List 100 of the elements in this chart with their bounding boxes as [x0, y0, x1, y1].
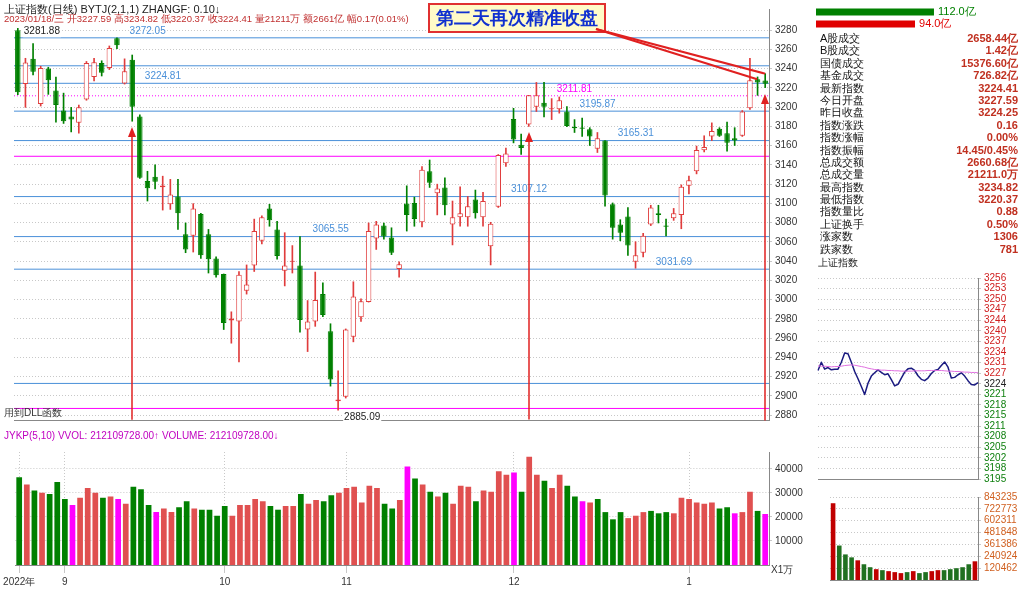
- text: 21211.0万: [966, 168, 1018, 181]
- text: 指数量比: [820, 205, 865, 218]
- bar: [115, 498, 122, 565]
- y-tick-label: 3220: [775, 81, 798, 93]
- y-axis-title: X1万: [771, 563, 794, 577]
- candlestick: [68, 107, 74, 133]
- y-tick-label: 361386: [984, 538, 1018, 550]
- text: 跌家数: [820, 242, 854, 256]
- bar: [880, 570, 885, 580]
- bar: [237, 504, 243, 565]
- x-tick-label: 12: [508, 575, 520, 587]
- y-tick-label: 2880: [775, 408, 798, 420]
- candlestick: [731, 127, 738, 146]
- candlestick: [701, 135, 707, 153]
- text: 基金成交: [820, 69, 865, 82]
- y-tick-label: 3195: [984, 472, 1007, 484]
- y-tick-label: 3120: [775, 177, 798, 189]
- y-tick-label: 10000: [775, 534, 804, 546]
- text: 2658.44亿: [966, 32, 1018, 45]
- text: 指数涨幅: [820, 131, 865, 144]
- bar: [389, 508, 396, 565]
- candlestick: [518, 133, 524, 155]
- text: 3234.82: [977, 180, 1018, 194]
- y-tick-label: 3260: [775, 43, 798, 55]
- candlestick: [762, 73, 768, 88]
- bar: [526, 456, 533, 565]
- text: 3227.59: [977, 93, 1018, 107]
- text: 781: [998, 242, 1018, 256]
- text: 2660.68亿: [966, 155, 1018, 169]
- bar: [412, 478, 418, 565]
- text: 最低指数: [820, 193, 865, 206]
- bar: [199, 509, 205, 565]
- text: 涨家数: [820, 230, 854, 243]
- text: 今日开盘: [820, 93, 865, 107]
- annotation: 第二天再次精准收盘: [428, 3, 606, 33]
- candlestick: [457, 186, 463, 227]
- ref-line-label: 3065.55: [312, 223, 350, 235]
- y-tick-label: 3250: [984, 292, 1007, 304]
- text: 总成交量: [820, 168, 865, 181]
- bar: [495, 471, 502, 565]
- y-tick-label: 40000: [775, 462, 804, 474]
- y-tick-label: 3140: [775, 158, 798, 170]
- text: 最高指数: [820, 180, 865, 194]
- y-tick-label: 2920: [775, 370, 798, 382]
- annotation: 用到DLL函数: [4, 406, 63, 420]
- y-tick-label: 3100: [775, 197, 798, 209]
- ref-line-label: 3165.31: [617, 127, 655, 139]
- bar: [670, 513, 677, 565]
- y-tick-label: 3040: [775, 254, 798, 266]
- text: 3224.25: [977, 106, 1018, 119]
- text: 总成交额: [820, 155, 865, 168]
- bar: [610, 519, 616, 565]
- y-tick-label: 3060: [775, 235, 798, 247]
- bar: [663, 512, 670, 565]
- bar: [873, 569, 879, 580]
- bar: [39, 492, 45, 565]
- bar: [160, 508, 167, 565]
- y-tick-label: 3224: [984, 377, 1007, 389]
- y-tick-label: 3231: [984, 356, 1007, 368]
- bar: [77, 497, 83, 565]
- y-tick-label: 3211: [984, 419, 1006, 431]
- bar: [138, 489, 144, 565]
- bar: [709, 502, 715, 565]
- y-tick-label: 240924: [984, 550, 1018, 562]
- text: 1306: [992, 230, 1018, 243]
- bar: [731, 513, 738, 565]
- text: 国债成交: [820, 56, 865, 69]
- text: 指数涨跌: [820, 118, 865, 132]
- bar: [100, 497, 106, 565]
- text: A股成交: [820, 32, 862, 45]
- y-tick-label: 3080: [775, 216, 798, 228]
- ref-line-label: 3211.81: [556, 82, 593, 94]
- text: 昨日收盘: [820, 106, 865, 119]
- y-tick-label: 3215: [984, 409, 1007, 421]
- bar: [16, 477, 23, 565]
- data-label: 94.0亿: [919, 17, 952, 30]
- bar: [191, 508, 198, 565]
- bar: [221, 506, 228, 565]
- text: 指数振幅: [820, 143, 865, 156]
- bar: [564, 485, 571, 565]
- bar: [229, 515, 236, 565]
- bar: [23, 484, 30, 565]
- bar: [855, 560, 861, 580]
- bar: [533, 474, 540, 565]
- y-tick-label: 481848: [984, 526, 1018, 538]
- bar: [632, 515, 639, 565]
- bar: [176, 507, 182, 565]
- y-tick-label: 3205: [984, 441, 1007, 453]
- y-tick-label: 3240: [775, 62, 798, 74]
- y-tick-label: 2960: [775, 331, 798, 343]
- text: 726.82亿: [972, 69, 1018, 82]
- x-tick-label: 11: [341, 575, 353, 587]
- y-tick-label: 3180: [775, 120, 798, 132]
- candlestick: [541, 82, 547, 118]
- bar: [488, 491, 495, 565]
- bar: [910, 571, 916, 580]
- bar: [351, 486, 357, 565]
- y-tick-label: 3247: [984, 303, 1007, 315]
- y-tick-label: 2900: [775, 389, 798, 401]
- bar: [259, 501, 266, 565]
